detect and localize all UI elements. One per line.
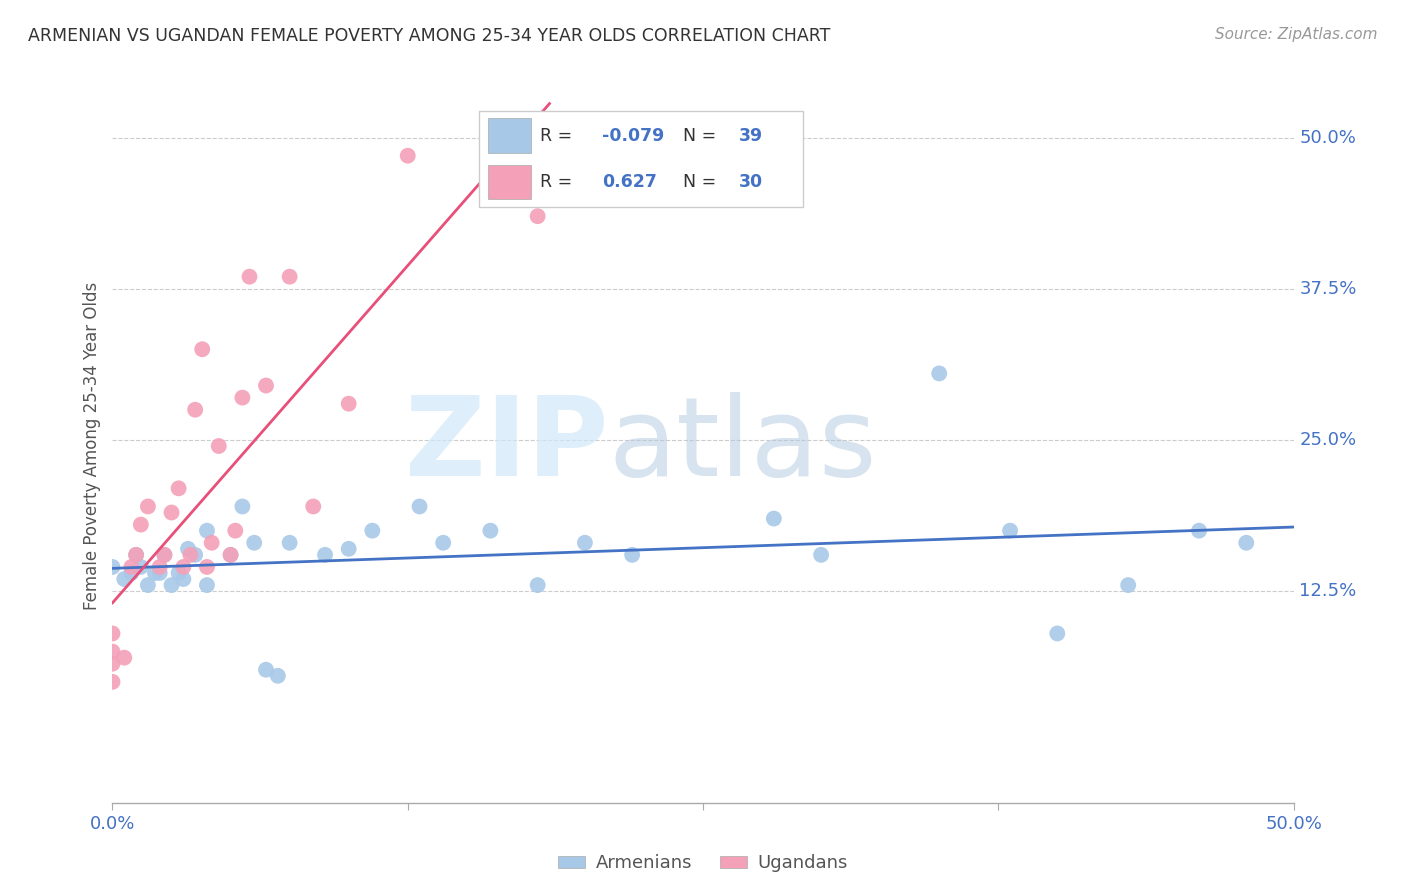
Point bbox=[574, 535, 596, 549]
Point bbox=[526, 578, 548, 592]
Point bbox=[278, 535, 301, 549]
Point bbox=[408, 500, 430, 514]
Text: 37.5%: 37.5% bbox=[1299, 280, 1357, 298]
Point bbox=[238, 269, 260, 284]
Point bbox=[302, 500, 325, 514]
Point bbox=[337, 541, 360, 556]
Point bbox=[1188, 524, 1211, 538]
Point bbox=[254, 378, 277, 392]
Point bbox=[149, 566, 172, 580]
Point bbox=[101, 674, 124, 689]
Point bbox=[112, 572, 135, 586]
Bar bbox=[488, 119, 530, 153]
Point bbox=[219, 548, 242, 562]
Point bbox=[167, 566, 190, 580]
Point bbox=[267, 669, 290, 683]
Point bbox=[810, 548, 832, 562]
Text: 0.627: 0.627 bbox=[602, 173, 657, 191]
Point bbox=[195, 560, 218, 574]
Point bbox=[432, 535, 454, 549]
Text: atlas: atlas bbox=[609, 392, 877, 500]
Point bbox=[101, 560, 124, 574]
Point bbox=[337, 397, 360, 411]
Y-axis label: Female Poverty Among 25-34 Year Olds: Female Poverty Among 25-34 Year Olds bbox=[83, 282, 101, 610]
Point bbox=[120, 560, 142, 574]
Point bbox=[125, 548, 148, 562]
Point bbox=[172, 572, 194, 586]
Point bbox=[219, 548, 242, 562]
Text: ARMENIAN VS UGANDAN FEMALE POVERTY AMONG 25-34 YEAR OLDS CORRELATION CHART: ARMENIAN VS UGANDAN FEMALE POVERTY AMONG… bbox=[28, 27, 831, 45]
Text: Source: ZipAtlas.com: Source: ZipAtlas.com bbox=[1215, 27, 1378, 42]
Text: R =: R = bbox=[540, 127, 572, 145]
Point bbox=[149, 560, 172, 574]
Point bbox=[179, 548, 201, 562]
Point bbox=[762, 511, 785, 525]
Text: N =: N = bbox=[683, 173, 717, 191]
Point bbox=[314, 548, 336, 562]
Point bbox=[184, 402, 207, 417]
Text: 50.0%: 50.0% bbox=[1299, 128, 1357, 146]
Point bbox=[101, 657, 124, 671]
Point bbox=[195, 578, 218, 592]
Point bbox=[208, 439, 231, 453]
Legend: Armenians, Ugandans: Armenians, Ugandans bbox=[551, 847, 855, 880]
Text: N =: N = bbox=[683, 127, 717, 145]
Point bbox=[396, 149, 419, 163]
Point bbox=[928, 367, 950, 381]
Point bbox=[153, 548, 176, 562]
Point bbox=[621, 548, 644, 562]
Point bbox=[1234, 535, 1257, 549]
Point bbox=[129, 517, 152, 532]
Text: 39: 39 bbox=[738, 127, 762, 145]
Point bbox=[101, 626, 124, 640]
Point bbox=[160, 506, 183, 520]
Point bbox=[278, 269, 301, 284]
Point bbox=[136, 578, 159, 592]
Point bbox=[172, 560, 194, 574]
Point bbox=[191, 343, 214, 357]
Point bbox=[129, 560, 152, 574]
Text: -0.079: -0.079 bbox=[602, 127, 664, 145]
Point bbox=[1046, 626, 1069, 640]
Point bbox=[125, 548, 148, 562]
Point bbox=[254, 663, 277, 677]
Text: 30: 30 bbox=[738, 173, 762, 191]
Point bbox=[167, 481, 190, 495]
Point bbox=[231, 391, 253, 405]
Point bbox=[120, 566, 142, 580]
Point bbox=[101, 645, 124, 659]
Text: 12.5%: 12.5% bbox=[1299, 582, 1357, 600]
Point bbox=[243, 535, 266, 549]
Point bbox=[112, 650, 135, 665]
Text: R =: R = bbox=[540, 173, 572, 191]
Point bbox=[184, 548, 207, 562]
Point bbox=[201, 535, 224, 549]
Text: ZIP: ZIP bbox=[405, 392, 609, 500]
Point bbox=[195, 524, 218, 538]
Point bbox=[998, 524, 1021, 538]
Point bbox=[361, 524, 384, 538]
Point bbox=[177, 541, 200, 556]
Point bbox=[153, 548, 176, 562]
Point bbox=[231, 500, 253, 514]
Text: 25.0%: 25.0% bbox=[1299, 431, 1357, 449]
Point bbox=[1116, 578, 1139, 592]
FancyBboxPatch shape bbox=[478, 111, 803, 207]
Point bbox=[143, 566, 166, 580]
Point bbox=[136, 500, 159, 514]
Point bbox=[526, 209, 548, 223]
Point bbox=[479, 524, 502, 538]
Point bbox=[224, 524, 246, 538]
Point bbox=[160, 578, 183, 592]
Bar bbox=[488, 164, 530, 199]
